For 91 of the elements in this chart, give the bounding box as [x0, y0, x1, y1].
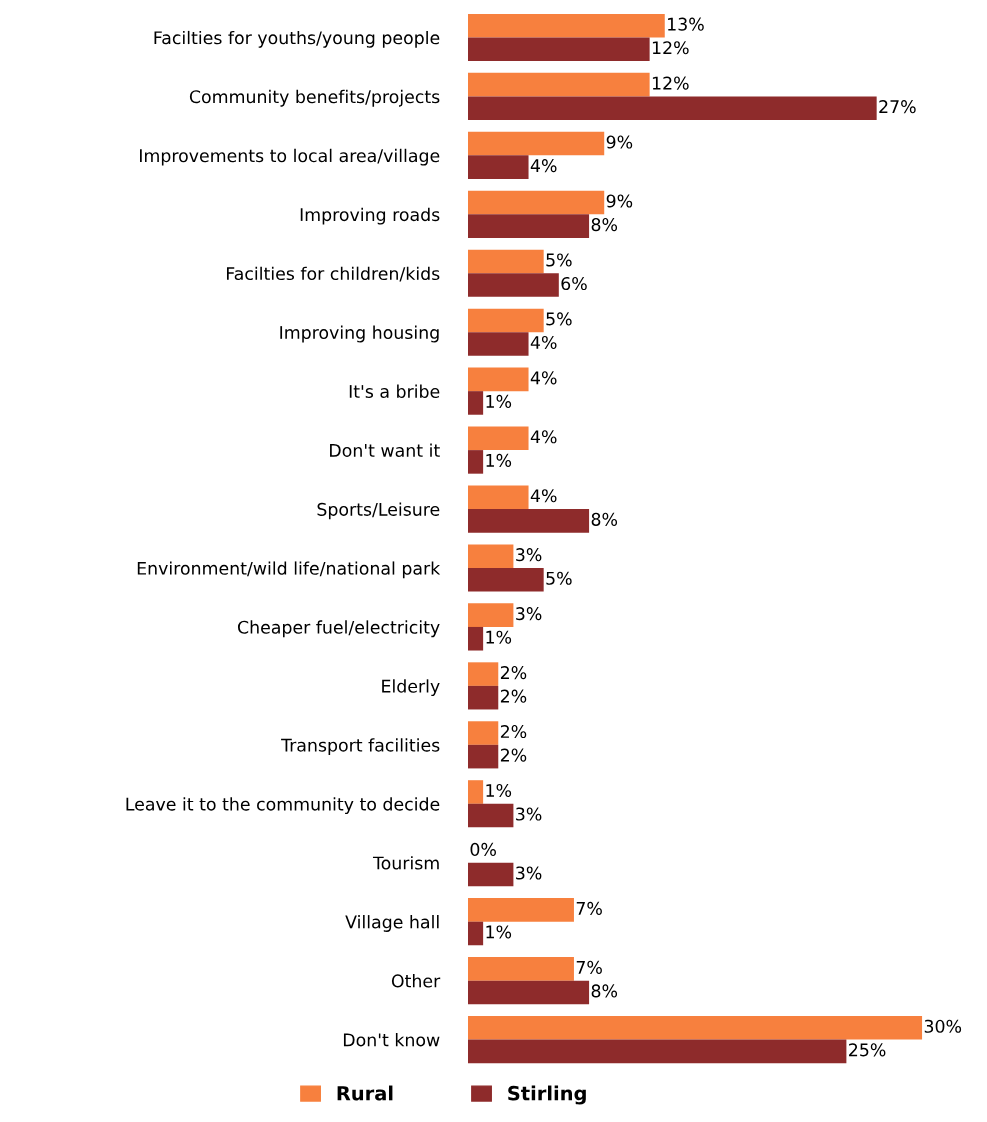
data-label: 9%: [606, 194, 633, 208]
data-label: 8%: [591, 218, 618, 232]
data-label: 3%: [516, 866, 542, 880]
y-tick-label: Village hall: [345, 915, 439, 932]
data-label: 5%: [546, 571, 572, 585]
data-label: 13%: [668, 17, 704, 31]
data-label: 4%: [530, 489, 557, 503]
data-label: 3%: [516, 548, 542, 562]
y-tick-label: Environment/wild life/national park: [137, 561, 441, 579]
data-label: 2%: [500, 689, 527, 703]
bar: [468, 131, 605, 156]
bar: [468, 685, 499, 710]
bar: [468, 603, 514, 627]
y-tick-label: Improvements to local area/village: [140, 148, 440, 166]
bar: [468, 544, 514, 568]
data-label: 1%: [486, 394, 512, 408]
y-tick-label: Don't want it: [330, 443, 440, 457]
bar: [468, 626, 484, 651]
bar: [468, 568, 544, 592]
bar: [468, 214, 590, 238]
bar: [468, 509, 590, 533]
data-label: 3%: [516, 607, 542, 621]
bar: [468, 862, 514, 887]
bar: [468, 721, 499, 745]
bar: [468, 744, 499, 769]
data-label: 8%: [591, 984, 618, 998]
bar: [468, 898, 574, 922]
data-label: 4%: [530, 335, 557, 350]
bar: [468, 249, 544, 274]
bar: [468, 96, 877, 120]
bar: [468, 485, 529, 510]
data-label: 9%: [606, 135, 633, 149]
bar: [468, 450, 484, 474]
bar: [468, 308, 544, 333]
data-label: 1%: [486, 453, 512, 467]
y-tick-label: Cheaper fuel/electricity: [237, 620, 440, 638]
bar: [468, 957, 574, 981]
legend-label: Rural: [337, 1085, 393, 1101]
y-tick-label: It's a bribe: [349, 384, 440, 398]
y-tick-label: Improving housing: [280, 325, 439, 343]
data-label: 1%: [486, 630, 512, 644]
bar: [468, 367, 529, 392]
data-label: 4%: [530, 430, 557, 444]
bar: [468, 391, 484, 415]
data-label: 12%: [652, 76, 689, 90]
y-tick-label: Sports/Leisure: [317, 502, 440, 520]
bar: [468, 273, 559, 297]
bar: [468, 780, 484, 804]
y-tick-label: Facilties for youths/young people: [154, 30, 440, 48]
bar: [468, 426, 529, 451]
y-tick-label: Improving roads: [300, 207, 440, 225]
data-label: 0%: [470, 842, 496, 856]
bar: [468, 332, 529, 356]
data-label: 8%: [591, 512, 618, 526]
bar: [468, 1016, 923, 1040]
data-label: 5%: [546, 253, 572, 267]
data-label: 7%: [576, 901, 602, 915]
data-label: 4%: [530, 159, 557, 173]
data-label: 27%: [879, 100, 916, 114]
y-tick-label: Don't know: [343, 1032, 440, 1047]
data-label: 1%: [486, 783, 512, 798]
data-label: 2%: [500, 748, 527, 762]
bar: [468, 13, 665, 38]
bar: [468, 980, 590, 1005]
y-tick-label: Elderly: [382, 679, 440, 697]
bar: [468, 803, 514, 828]
data-label: 7%: [576, 960, 602, 974]
data-label: 25%: [849, 1043, 886, 1057]
legend-label: Stirling: [508, 1085, 586, 1105]
bar: [468, 37, 650, 62]
y-tick-label: Tourism: [372, 856, 439, 870]
data-label: 2%: [500, 724, 527, 739]
data-label: 3%: [516, 807, 542, 821]
bar: [468, 72, 650, 97]
data-label: 5%: [546, 312, 572, 326]
y-tick-label: Transport facilities: [281, 738, 440, 756]
y-tick-label: Community benefits/projects: [189, 89, 440, 107]
bar: [468, 921, 484, 946]
bar: [468, 190, 605, 215]
data-label: 6%: [561, 276, 587, 291]
data-label: 4%: [530, 371, 557, 385]
data-label: 2%: [500, 666, 527, 680]
bar: [468, 155, 529, 179]
data-label: 30%: [924, 1019, 962, 1033]
bar: [468, 662, 499, 686]
data-label: 1%: [486, 925, 512, 939]
y-tick-label: Other: [391, 974, 441, 988]
bar: [468, 1039, 847, 1064]
y-tick-label: Facilties for children/kids: [226, 266, 440, 282]
data-label: 12%: [652, 41, 689, 55]
y-tick-label: Leave it to the community to decide: [126, 797, 440, 814]
